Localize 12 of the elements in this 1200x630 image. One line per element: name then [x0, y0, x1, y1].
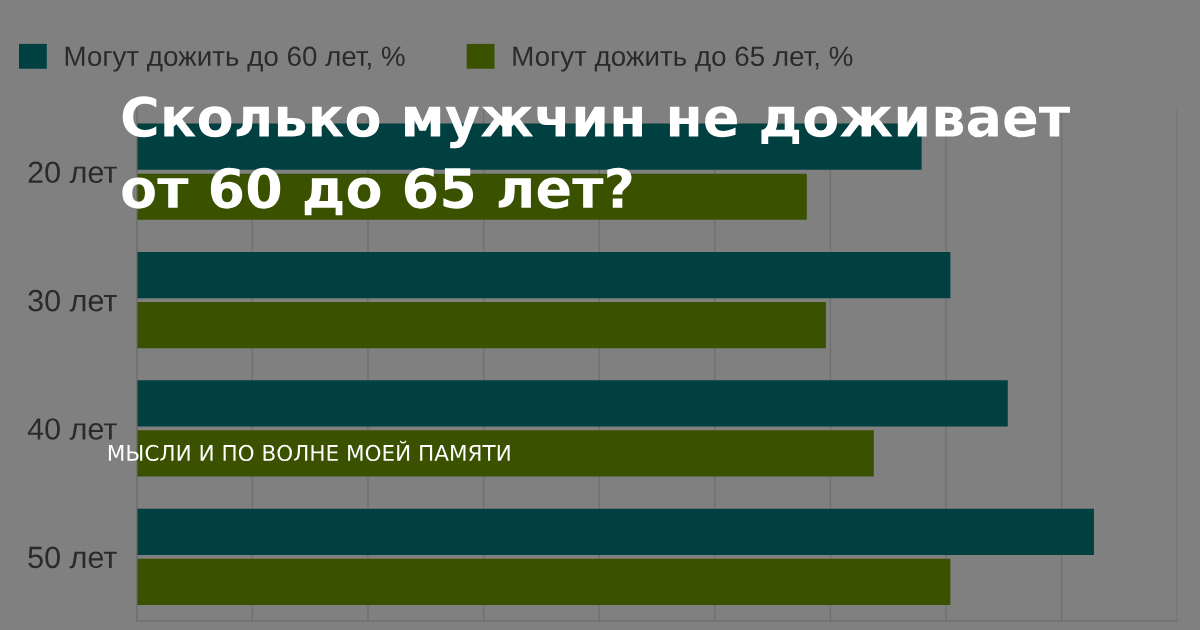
y-tick-label: 30 лет [28, 289, 117, 312]
bar [136, 302, 826, 349]
bar [136, 251, 951, 299]
bar [136, 380, 1008, 427]
bar [136, 508, 1094, 555]
legend-label: Могут дожить до 60 лет, % [65, 46, 405, 72]
y-tick-label: 40 лет [27, 418, 117, 440]
bar [136, 558, 951, 605]
y-tick-label: 20 лет [28, 161, 117, 184]
y-tick-label: 50 лет [28, 546, 117, 569]
legend-label: Могут дожить до 65 лет, % [513, 46, 853, 72]
annotation: МЫСЛИ И ПО ВОЛНЕ МОЕЙ ПАМЯТИ [108, 440, 510, 462]
